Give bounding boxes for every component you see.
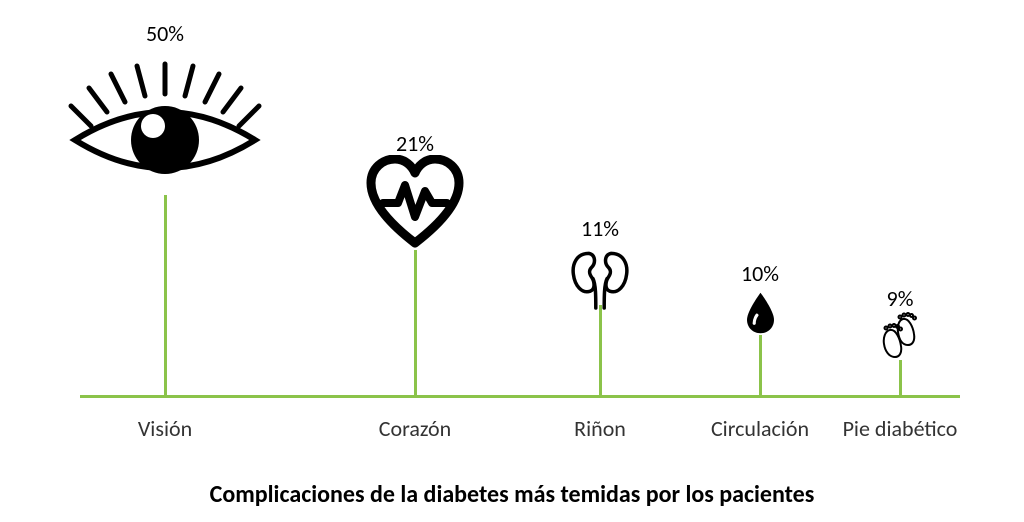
- kidney-icon: [565, 245, 635, 315]
- label-corazon: Corazón: [335, 415, 495, 442]
- eye-icon: [65, 30, 265, 230]
- stem-circulacion: [759, 335, 762, 395]
- stem-pie: [899, 360, 902, 395]
- label-pie: Pie diabético: [820, 415, 980, 442]
- pct-pie: 9%: [840, 285, 960, 312]
- label-circulacion: Circulación: [680, 415, 840, 442]
- label-rinon: Riñon: [520, 415, 680, 442]
- stem-corazon: [414, 250, 417, 395]
- pct-rinon: 11%: [540, 215, 660, 242]
- label-vision: Visión: [85, 415, 245, 442]
- infographic-chart: 50% Visión 21%: [0, 0, 1024, 522]
- heart-icon: [365, 155, 465, 255]
- pct-circulacion: 10%: [700, 260, 820, 287]
- chart-title: Complicaciones de la diabetes más temida…: [0, 480, 1024, 509]
- axis-line: [80, 395, 960, 398]
- feet-icon: [875, 310, 925, 360]
- stem-rinon: [599, 305, 602, 395]
- pct-corazon: 21%: [355, 130, 475, 157]
- drop-icon: [738, 290, 783, 335]
